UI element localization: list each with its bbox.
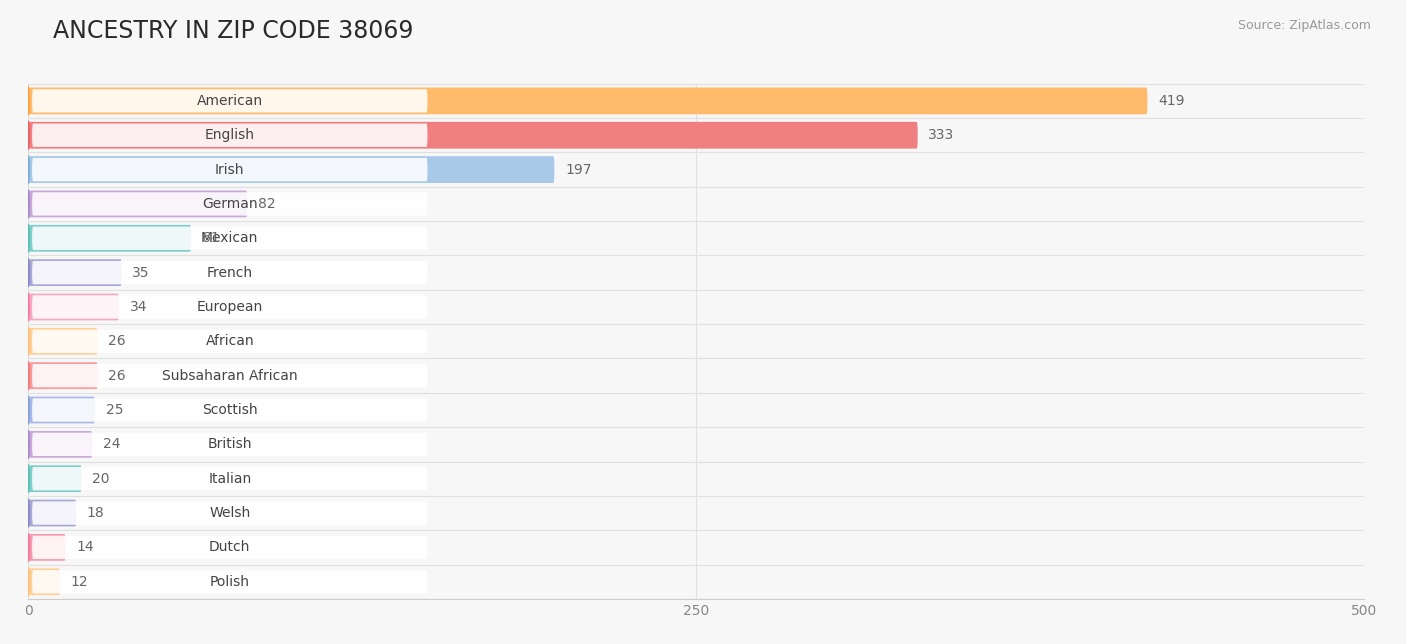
Circle shape <box>27 224 30 252</box>
Text: Scottish: Scottish <box>202 403 257 417</box>
Circle shape <box>27 155 30 184</box>
Text: 197: 197 <box>565 162 592 176</box>
Text: Welsh: Welsh <box>209 506 250 520</box>
Text: 25: 25 <box>105 403 124 417</box>
Text: British: British <box>208 437 252 451</box>
FancyBboxPatch shape <box>32 502 427 525</box>
FancyBboxPatch shape <box>32 193 427 216</box>
Text: 26: 26 <box>108 334 127 348</box>
Circle shape <box>27 293 30 321</box>
Circle shape <box>27 533 30 562</box>
FancyBboxPatch shape <box>28 500 76 526</box>
FancyBboxPatch shape <box>32 90 427 113</box>
Text: 419: 419 <box>1159 94 1185 108</box>
Text: Irish: Irish <box>215 162 245 176</box>
Text: European: European <box>197 300 263 314</box>
FancyBboxPatch shape <box>28 88 1147 114</box>
FancyBboxPatch shape <box>28 122 918 149</box>
Text: French: French <box>207 265 253 279</box>
Text: ANCESTRY IN ZIP CODE 38069: ANCESTRY IN ZIP CODE 38069 <box>53 19 413 43</box>
Circle shape <box>27 567 30 596</box>
FancyBboxPatch shape <box>28 294 120 320</box>
FancyBboxPatch shape <box>32 536 427 559</box>
Circle shape <box>27 430 30 459</box>
Text: 18: 18 <box>87 506 104 520</box>
Text: 35: 35 <box>132 265 150 279</box>
Text: 26: 26 <box>108 368 127 383</box>
Text: 61: 61 <box>202 231 219 245</box>
FancyBboxPatch shape <box>28 397 96 423</box>
Text: American: American <box>197 94 263 108</box>
Text: Subsaharan African: Subsaharan African <box>162 368 298 383</box>
FancyBboxPatch shape <box>28 466 82 492</box>
FancyBboxPatch shape <box>32 364 427 387</box>
Text: African: African <box>205 334 254 348</box>
Text: 20: 20 <box>93 471 110 486</box>
Circle shape <box>27 121 30 149</box>
FancyBboxPatch shape <box>28 534 66 561</box>
Text: 34: 34 <box>129 300 148 314</box>
FancyBboxPatch shape <box>28 431 93 458</box>
FancyBboxPatch shape <box>32 296 427 319</box>
Text: Dutch: Dutch <box>209 540 250 554</box>
Circle shape <box>27 190 30 218</box>
Circle shape <box>27 258 30 287</box>
FancyBboxPatch shape <box>32 399 427 422</box>
Circle shape <box>27 464 30 493</box>
Circle shape <box>27 327 30 355</box>
FancyBboxPatch shape <box>32 158 427 181</box>
Text: Mexican: Mexican <box>201 231 259 245</box>
FancyBboxPatch shape <box>32 227 427 250</box>
FancyBboxPatch shape <box>32 124 427 147</box>
Circle shape <box>27 499 30 527</box>
FancyBboxPatch shape <box>32 433 427 456</box>
Text: 24: 24 <box>103 437 121 451</box>
Text: Source: ZipAtlas.com: Source: ZipAtlas.com <box>1237 19 1371 32</box>
Text: 82: 82 <box>257 197 276 211</box>
FancyBboxPatch shape <box>28 225 191 252</box>
Circle shape <box>27 396 30 424</box>
FancyBboxPatch shape <box>28 191 247 217</box>
Text: 14: 14 <box>76 540 94 554</box>
FancyBboxPatch shape <box>32 261 427 284</box>
Text: English: English <box>205 128 254 142</box>
Text: 333: 333 <box>928 128 955 142</box>
FancyBboxPatch shape <box>32 570 427 593</box>
Text: 12: 12 <box>70 574 89 589</box>
Text: Polish: Polish <box>209 574 250 589</box>
FancyBboxPatch shape <box>32 330 427 353</box>
Circle shape <box>27 87 30 115</box>
Text: Italian: Italian <box>208 471 252 486</box>
Circle shape <box>27 361 30 390</box>
FancyBboxPatch shape <box>28 156 554 183</box>
FancyBboxPatch shape <box>28 328 97 355</box>
FancyBboxPatch shape <box>28 260 122 286</box>
FancyBboxPatch shape <box>28 363 97 389</box>
FancyBboxPatch shape <box>28 569 60 595</box>
FancyBboxPatch shape <box>32 467 427 490</box>
Text: German: German <box>202 197 257 211</box>
